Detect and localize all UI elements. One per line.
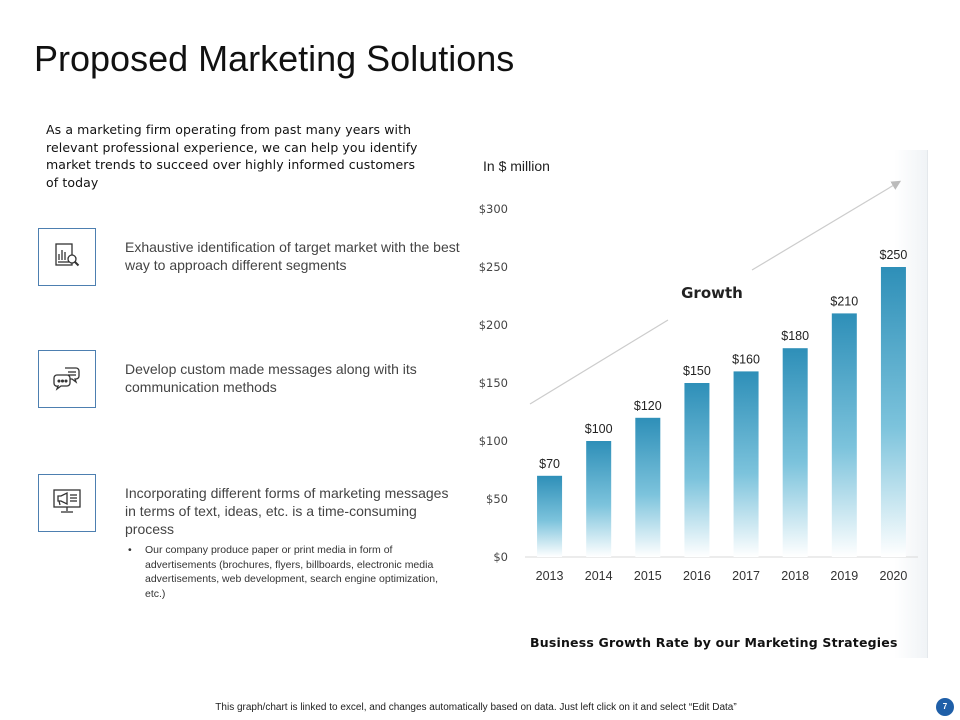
footer-note: This graph/chart is linked to excel, and… [215,702,737,713]
solution-icon-box-3 [38,474,96,532]
data-label: $250 [880,248,908,262]
bar-chart[interactable]: Growth $0 $50 $100 $150 $200 $250 $300 $70 2013 $1… [470,180,930,600]
chart-unit-label: In $ million [483,158,550,174]
y-tick-label: $200 [479,318,508,332]
y-tick-label: $100 [479,434,508,448]
data-label: $70 [539,457,560,471]
data-label: $120 [634,399,662,413]
bullet-marker: • [128,544,132,556]
solution-text-1: Exhaustive identification of target mark… [125,239,460,273]
growth-annotation: Growth [681,284,743,302]
data-label: $100 [585,422,613,436]
page-title: Proposed Marketing Solutions [34,38,515,79]
solution-icon-box-1 [38,228,96,286]
bar [635,417,661,557]
x-tick-label: 2018 [781,569,809,583]
y-tick-label: $150 [479,376,508,390]
y-tick-label: $300 [479,202,508,216]
bar [880,267,906,557]
y-tick-label: $50 [486,492,508,506]
x-tick-label: 2016 [683,569,711,583]
data-label: $160 [732,352,760,366]
bullet-text: Our company produce paper or print media… [145,544,438,600]
y-tick-label: $250 [479,260,508,274]
growth-arrow-tail [529,319,669,405]
page-number-badge: 7 [936,698,954,716]
growth-arrow-head [751,180,902,271]
x-tick-label: 2017 [732,569,760,583]
intro-paragraph: As a marketing firm operating from past … [46,122,418,190]
x-tick-label: 2015 [634,569,662,583]
bar [733,371,759,557]
x-tick-label: 2020 [880,569,908,583]
bar [782,348,808,557]
x-tick-label: 2013 [536,569,564,583]
chart-caption: Business Growth Rate by our Marketing St… [530,635,898,650]
solution-text-2: Develop custom made messages along with … [125,361,417,395]
data-label: $150 [683,364,711,378]
data-label: $210 [830,294,858,308]
monitor-megaphone-icon [52,487,82,520]
bar [537,475,563,557]
chat-bubbles-icon [53,363,81,396]
bar [684,383,710,557]
x-tick-label: 2019 [830,569,858,583]
solution-text-3: Incorporating different forms of marketi… [125,485,449,537]
bar [831,313,857,557]
y-tick-label: $0 [493,550,508,564]
data-label: $180 [781,329,809,343]
x-tick-label: 2014 [585,569,613,583]
market-analysis-icon [53,241,81,274]
bullet-item: • Our company produce paper or print med… [128,543,438,601]
bar [586,441,612,557]
solution-icon-box-2 [38,350,96,408]
